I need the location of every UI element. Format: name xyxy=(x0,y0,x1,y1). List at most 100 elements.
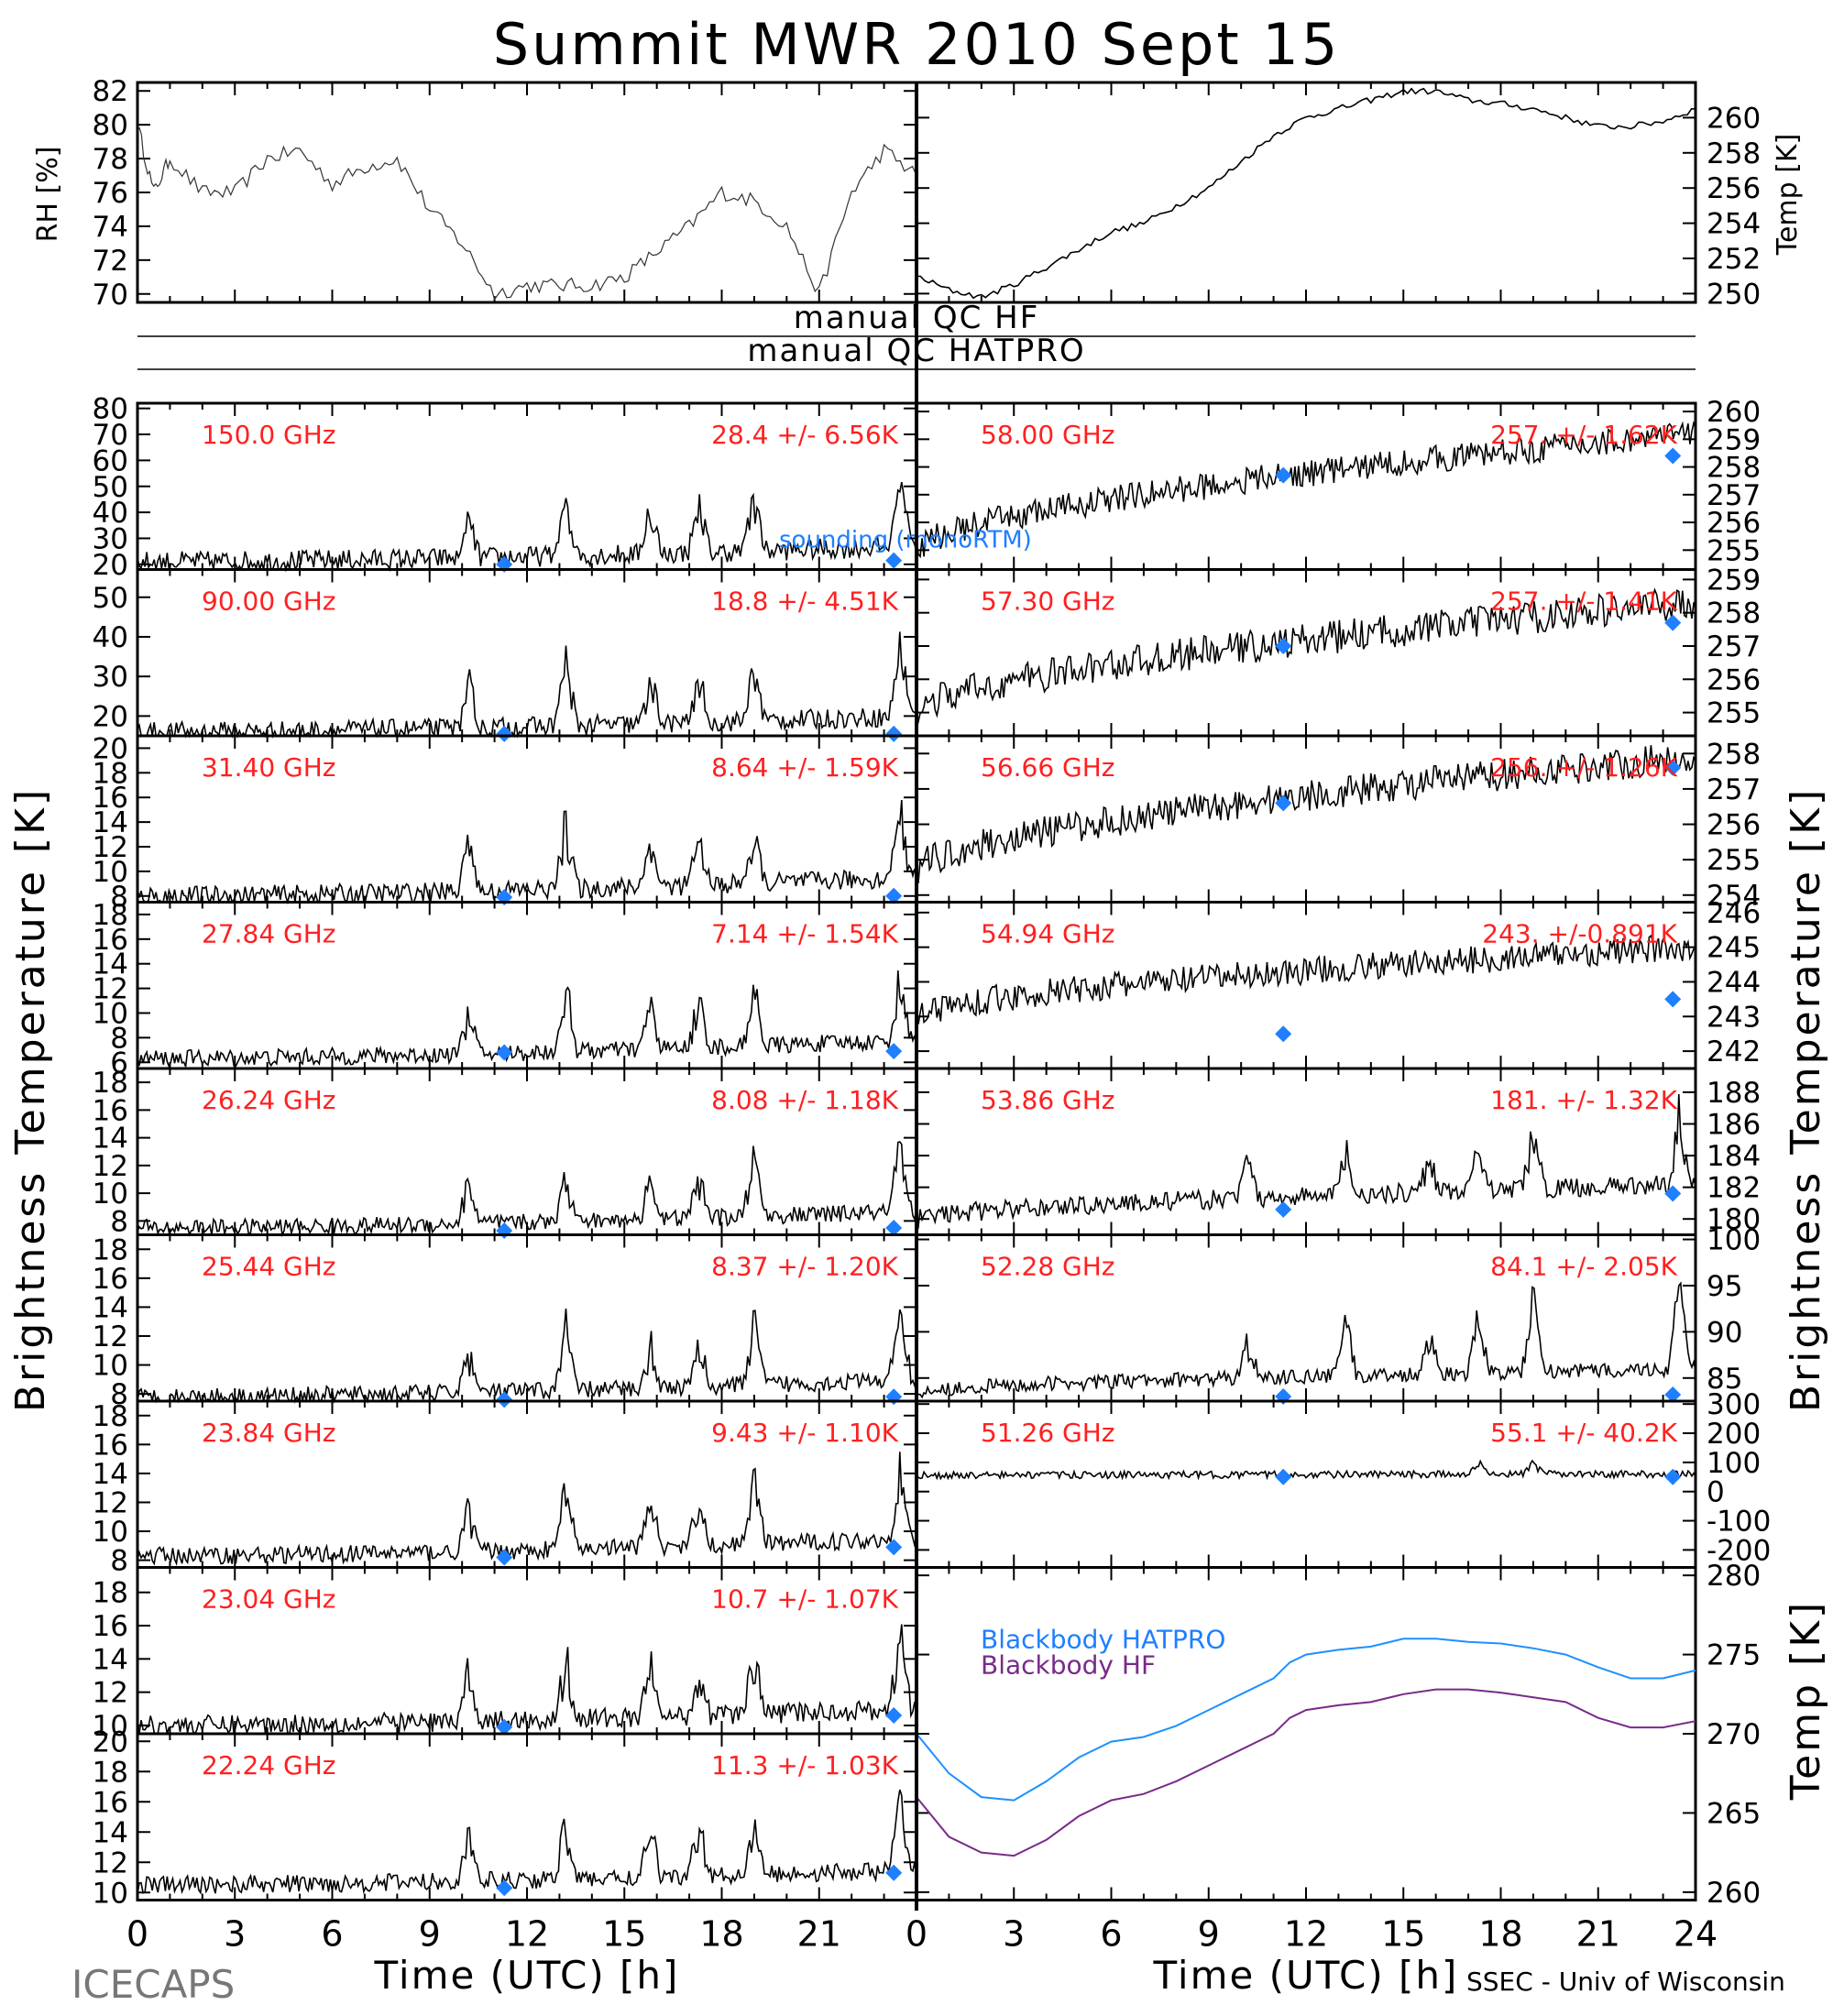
y-tick-label: 0 xyxy=(1707,1476,1725,1509)
y-tick-label: 255 xyxy=(1707,534,1761,567)
x-tick-label: 6 xyxy=(1100,1914,1122,1955)
y-tick-label: 8 xyxy=(110,881,128,914)
y-tick-label: 250 xyxy=(1707,278,1761,311)
sounding-marker xyxy=(1275,1025,1292,1043)
x-tick-label: 0 xyxy=(126,1914,148,1955)
y-tick-label: 259 xyxy=(1707,423,1761,456)
y-tick-label: 20 xyxy=(93,549,128,582)
y-tick-label: 256 xyxy=(1707,507,1761,540)
y-tick-label: 18 xyxy=(93,1400,128,1433)
x-tick-label: 21 xyxy=(1576,1914,1620,1955)
channel-trace xyxy=(916,1281,1696,1399)
channel-frequency: 53.86 GHz xyxy=(981,1085,1115,1115)
channel-trace xyxy=(916,587,1696,729)
temp-axis-label: Temp [K] xyxy=(1772,134,1804,257)
channel-stats: 8.08 +/- 1.18K xyxy=(711,1085,898,1115)
channel-stats: 18.8 +/- 4.51K xyxy=(711,586,898,617)
y-tick-label: 12 xyxy=(93,1677,128,1710)
y-tick-label: 72 xyxy=(93,245,128,278)
sounding-marker xyxy=(1664,614,1682,631)
y-tick-label: 16 xyxy=(93,1610,128,1643)
y-tick-label: 100 xyxy=(1707,1447,1761,1480)
y-tick-label: 256 xyxy=(1707,809,1761,842)
y-tick-label: 243 xyxy=(1707,1001,1761,1034)
y-tick-label: 76 xyxy=(93,177,128,210)
y-tick-label: 14 xyxy=(93,806,128,839)
channel-frequency: 52.28 GHz xyxy=(981,1252,1115,1282)
y-tick-label: 16 xyxy=(93,1263,128,1296)
y-tick-label: 280 xyxy=(1707,1560,1761,1593)
y-tick-label: 8 xyxy=(110,1205,128,1238)
y-tick-label: 246 xyxy=(1707,897,1761,930)
y-tick-label: 30 xyxy=(93,661,128,694)
y-tick-label: 270 xyxy=(1707,1718,1761,1751)
sounding-marker xyxy=(1275,1468,1292,1485)
y-tick-label: 254 xyxy=(1707,208,1761,241)
y-tick-label: 14 xyxy=(93,1816,128,1849)
y-tick-label: 14 xyxy=(93,1458,128,1491)
y-tick-label: 78 xyxy=(93,143,128,176)
x-tick-label: 3 xyxy=(224,1914,246,1955)
y-tick-label: 40 xyxy=(93,621,128,654)
y-tick-label: 18 xyxy=(93,1067,128,1100)
y-tick-label: 16 xyxy=(93,782,128,815)
channel-trace xyxy=(916,745,1696,884)
y-tick-label: 100 xyxy=(1707,1224,1761,1257)
x-tick-label: 15 xyxy=(602,1914,646,1955)
y-tick-label: 14 xyxy=(93,1123,128,1156)
y-tick-label: 16 xyxy=(93,1786,128,1819)
y-tick-label: 20 xyxy=(93,1726,128,1759)
y-tick-label: 275 xyxy=(1707,1639,1761,1672)
y-tick-label: 260 xyxy=(1707,102,1761,135)
y-tick-label: 30 xyxy=(93,522,128,555)
left-y-axis-label: Brightness Temperature [K] xyxy=(7,787,54,1412)
y-tick-label: 85 xyxy=(1707,1363,1742,1396)
y-tick-label: 244 xyxy=(1707,966,1761,999)
channel-frequency: 150.0 GHz xyxy=(202,420,336,450)
channel-trace xyxy=(916,934,1696,1024)
y-tick-label: 10 xyxy=(93,1516,128,1549)
y-tick-label: 257 xyxy=(1707,479,1761,512)
y-tick-label: 12 xyxy=(93,1320,128,1353)
sounding-marker xyxy=(885,1707,903,1725)
sounding-marker xyxy=(496,1879,513,1897)
right-y-axis-label: Brightness Temperature [K] xyxy=(1783,787,1829,1412)
channel-frequency: 54.94 GHz xyxy=(981,919,1115,949)
y-tick-label: 16 xyxy=(93,1429,128,1462)
channel-trace xyxy=(916,1093,1696,1230)
y-tick-label: 245 xyxy=(1707,932,1761,965)
channel-frequency: 23.04 GHz xyxy=(202,1584,336,1615)
y-tick-label: 259 xyxy=(1707,564,1761,597)
y-tick-label: 12 xyxy=(93,973,128,1006)
figure-title: Summit MWR 2010 Sept 15 xyxy=(493,11,1341,78)
blackbody-panel xyxy=(915,1566,1697,1901)
channel-trace xyxy=(916,421,1696,559)
channel-trace xyxy=(137,1141,917,1238)
channel-stats: 28.4 +/- 6.56K xyxy=(711,420,898,450)
sounding-marker xyxy=(885,1864,903,1881)
channel-frequency: 56.66 GHz xyxy=(981,752,1115,783)
sounding-marker xyxy=(1275,1200,1292,1218)
sounding-marker xyxy=(1664,447,1682,465)
sounding-marker xyxy=(885,1539,903,1556)
y-tick-label: 60 xyxy=(93,444,128,477)
y-tick-label: 10 xyxy=(93,1877,128,1910)
x-tick-label: 9 xyxy=(419,1914,441,1955)
x-tick-label: 24 xyxy=(1674,1914,1718,1955)
y-tick-label: 256 xyxy=(1707,172,1761,205)
x-tick-label: 15 xyxy=(1381,1914,1425,1955)
y-tick-label: 18 xyxy=(93,899,128,932)
y-tick-label: 10 xyxy=(93,998,128,1031)
channel-stats: 256. +/- 1.26K xyxy=(1490,752,1677,783)
sounding-label: sounding (monoRTM) xyxy=(779,527,1032,554)
y-tick-label: 6 xyxy=(110,1046,128,1079)
sounding-marker xyxy=(1664,1185,1682,1202)
y-tick-label: 18 xyxy=(93,1756,128,1789)
sounding-marker xyxy=(1664,1468,1682,1485)
x-tick-label: 0 xyxy=(906,1914,927,1955)
y-tick-label: 80 xyxy=(93,109,128,142)
y-tick-label: 10 xyxy=(93,1350,128,1383)
y-tick-label: 188 xyxy=(1707,1077,1761,1110)
y-tick-label: 182 xyxy=(1707,1172,1761,1205)
